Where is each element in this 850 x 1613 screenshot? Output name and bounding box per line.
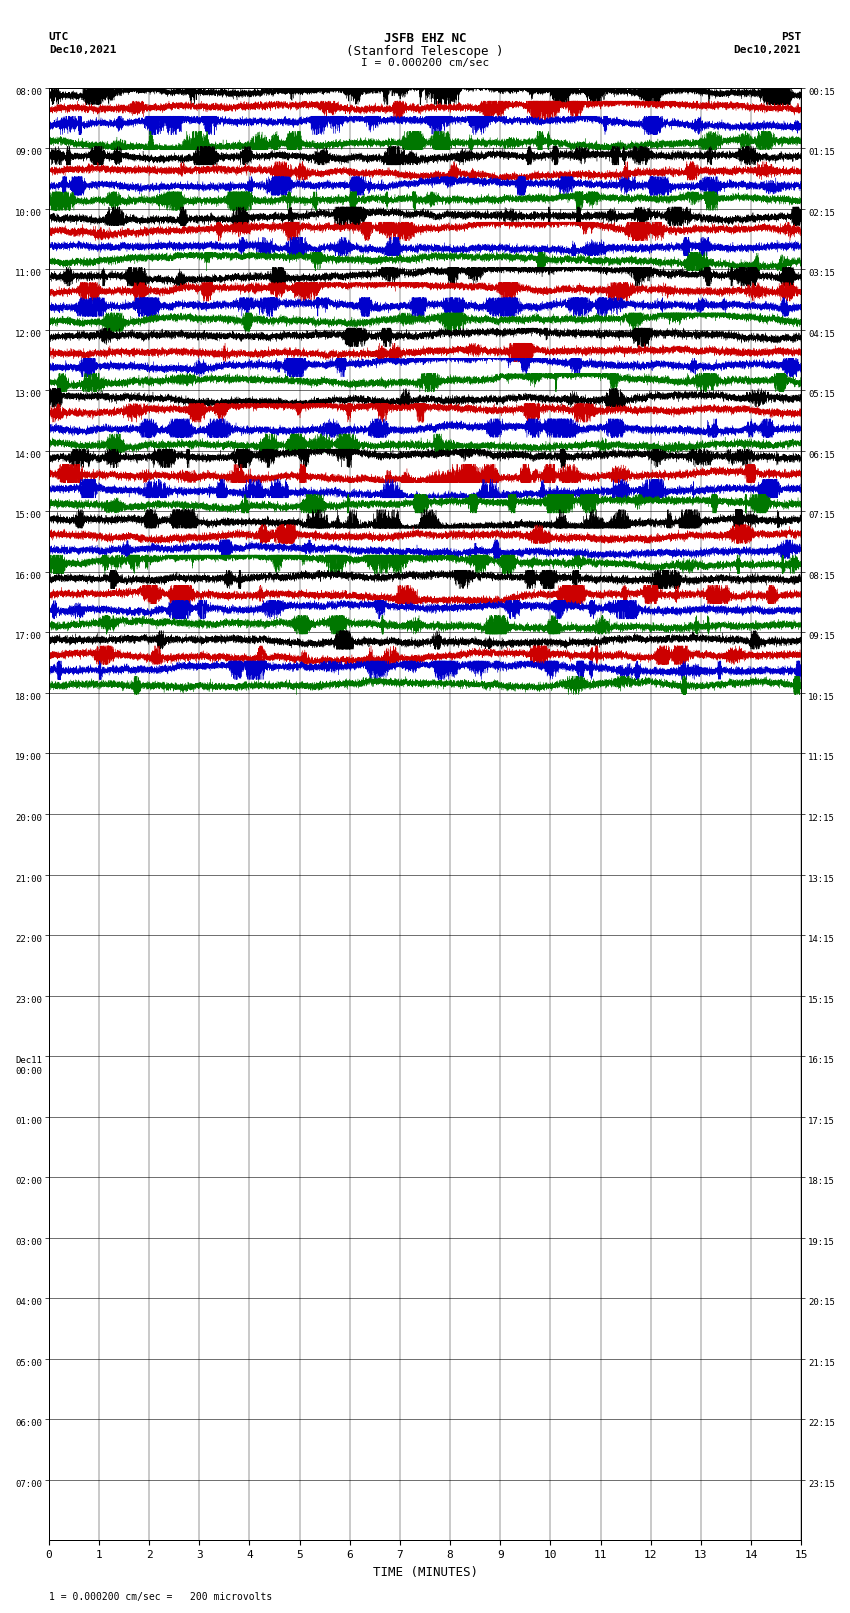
Text: (Stanford Telescope ): (Stanford Telescope )	[346, 45, 504, 58]
Text: PST: PST	[781, 32, 802, 42]
Text: Dec10,2021: Dec10,2021	[48, 45, 116, 55]
Text: UTC: UTC	[48, 32, 69, 42]
Text: JSFB EHZ NC: JSFB EHZ NC	[383, 32, 467, 45]
X-axis label: TIME (MINUTES): TIME (MINUTES)	[372, 1566, 478, 1579]
Text: Dec10,2021: Dec10,2021	[734, 45, 802, 55]
Text: 1 = 0.000200 cm/sec =   200 microvolts: 1 = 0.000200 cm/sec = 200 microvolts	[48, 1592, 272, 1602]
Text: I = 0.000200 cm/sec: I = 0.000200 cm/sec	[361, 58, 489, 68]
